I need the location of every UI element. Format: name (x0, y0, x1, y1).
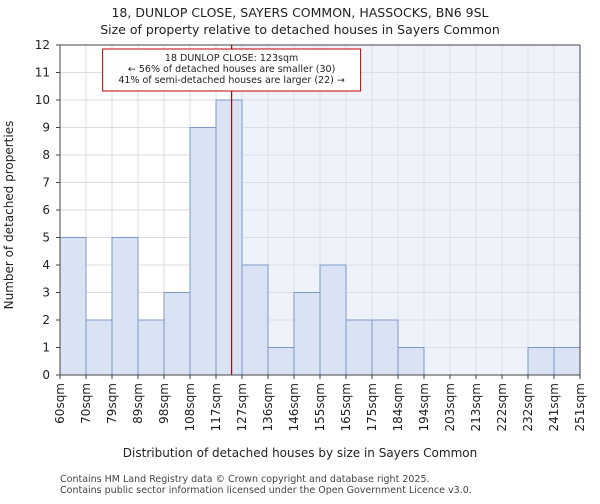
bar-155sqm (319, 264, 347, 376)
x-tick-label-79sqm: 79sqm (105, 383, 119, 424)
x-tick-label-136sqm: 136sqm (261, 383, 275, 431)
x-tick-label-70sqm: 70sqm (79, 383, 93, 424)
x-tick-label-241sqm: 241sqm (547, 383, 561, 431)
y-tick-label: 11 (35, 66, 50, 80)
x-tick-label-232sqm: 232sqm (521, 383, 535, 431)
x-tick-label-117sqm: 117sqm (209, 383, 223, 431)
y-tick-label: 0 (42, 368, 50, 382)
annotation-line-1: 18 DUNLOP CLOSE: 123sqm (165, 53, 298, 64)
bar-60sqm (59, 237, 87, 376)
x-tick-label-175sqm: 175sqm (365, 383, 379, 431)
x-tick-label-203sqm: 203sqm (443, 383, 457, 431)
bar-241sqm (553, 347, 581, 376)
bar-184sqm (397, 347, 425, 376)
x-tick-label-165sqm: 165sqm (339, 383, 353, 431)
bar-98sqm (163, 292, 191, 376)
bar-165sqm (345, 319, 373, 376)
y-tick-label: 4 (42, 258, 50, 272)
y-tick-label: 5 (42, 231, 50, 245)
y-tick-label: 3 (42, 286, 50, 300)
x-tick-label-98sqm: 98sqm (157, 383, 171, 424)
x-tick-label-184sqm: 184sqm (391, 383, 405, 431)
x-tick-label-127sqm: 127sqm (235, 383, 249, 431)
y-tick-label: 6 (42, 203, 50, 217)
bar-146sqm (293, 292, 321, 376)
y-tick-label: 8 (42, 148, 50, 162)
bar-108sqm (189, 127, 217, 376)
bar-127sqm (241, 264, 269, 376)
chart-title: 18, DUNLOP CLOSE, SAYERS COMMON, HASSOCK… (111, 5, 488, 20)
bars-layer (59, 99, 581, 376)
bar-89sqm (137, 319, 165, 376)
x-tick-label-213sqm: 213sqm (469, 383, 483, 431)
bar-136sqm (267, 347, 295, 376)
x-axis-label: Distribution of detached houses by size … (123, 446, 477, 460)
x-tick-label-155sqm: 155sqm (313, 383, 327, 431)
x-tick-label-108sqm: 108sqm (183, 383, 197, 431)
x-axis-ticks: 60sqm 70sqm 79sqm 89sqm 98sqm 108sqm 117sqm 127… (53, 375, 587, 431)
y-tick-label: 10 (35, 93, 50, 107)
bar-79sqm (111, 237, 139, 376)
annotation-line-3: 41% of semi-detached houses are larger (… (118, 75, 345, 86)
bar-232sqm (527, 347, 555, 376)
annotation-box (102, 48, 362, 92)
y-tick-label: 7 (42, 176, 50, 190)
bar-70sqm (85, 319, 113, 376)
x-tick-label-89sqm: 89sqm (131, 383, 145, 424)
footer-line-1: Contains HM Land Registry data © Crown c… (60, 474, 430, 485)
x-tick-label-60sqm: 60sqm (53, 383, 67, 424)
x-tick-label-251sqm: 251sqm (573, 383, 587, 431)
bar-175sqm (371, 319, 399, 376)
x-tick-label-222sqm: 222sqm (495, 383, 509, 431)
chart-subtitle: Size of property relative to detached ho… (100, 22, 500, 37)
annotation-line-2: ← 56% of detached houses are smaller (30… (128, 64, 335, 75)
y-tick-label: 1 (42, 341, 50, 355)
footer-line-2: Contains public sector information licen… (60, 485, 472, 496)
y-axis-label: Number of detached properties (2, 121, 16, 310)
y-tick-label: 12 (35, 38, 50, 52)
bar-117sqm (215, 99, 243, 376)
y-tick-label: 2 (42, 313, 50, 327)
y-tick-label: 9 (42, 121, 50, 135)
x-tick-label-146sqm: 146sqm (287, 383, 301, 431)
x-tick-label-194sqm: 194sqm (417, 383, 431, 431)
